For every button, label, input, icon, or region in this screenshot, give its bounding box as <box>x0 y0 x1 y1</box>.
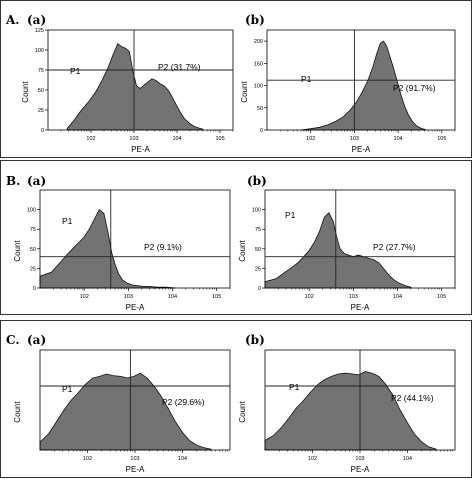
y-tick-label: 0 <box>41 128 44 134</box>
y-tick-label: 25 <box>255 266 261 272</box>
gate-label-p1: P1 <box>285 210 296 220</box>
y-tick-label: 0 <box>33 286 36 292</box>
x-tick-label: 105 <box>212 294 221 300</box>
y-tick-label: 100 <box>35 48 44 54</box>
gate-label-p2: P2 (29.6%) <box>162 397 205 407</box>
x-tick-label: 104 <box>168 294 177 300</box>
x-tick-label: 104 <box>394 136 403 142</box>
x-tick-label: 103 <box>124 294 133 300</box>
histogram-area <box>39 208 177 289</box>
x-axis-label: PE-A <box>126 303 145 312</box>
x-tick-label: 103 <box>349 294 358 300</box>
x-tick-label: 102 <box>308 456 317 462</box>
gate-label-p2: P2 (9.1%) <box>144 242 182 252</box>
row-label: C. <box>6 333 20 347</box>
histogram-area <box>66 42 204 131</box>
y-tick-label: 200 <box>254 39 263 45</box>
x-axis-label: PE-A <box>352 145 371 154</box>
gate-label-p2: P2 (91.7%) <box>393 83 436 93</box>
y-tick-label: 75 <box>30 227 36 233</box>
y-axis-label: Count <box>238 401 247 423</box>
y-axis-label: Count <box>238 240 247 262</box>
x-tick-label: 105 <box>437 136 446 142</box>
y-tick-label: 100 <box>252 208 261 214</box>
x-tick-label: 103 <box>355 456 364 462</box>
y-tick-label: 125 <box>35 28 44 34</box>
x-axis-label: PE-A <box>351 465 370 474</box>
x-tick-label: 103 <box>129 136 138 142</box>
y-axis-label: Count <box>13 401 22 423</box>
row-label: B. <box>6 174 21 188</box>
panel-label: (a) <box>27 13 47 27</box>
x-tick-label: 103 <box>350 136 359 142</box>
y-tick-label: 50 <box>38 88 44 94</box>
x-tick-label: 104 <box>172 136 181 142</box>
y-tick-label: 75 <box>255 227 261 233</box>
y-tick-label: 25 <box>30 266 36 272</box>
x-tick-label: 104 <box>403 456 412 462</box>
panel-label: (b) <box>245 13 265 27</box>
gate-label-p2: P2 (44.1%) <box>391 393 434 403</box>
gate-label-p1: P1 <box>70 66 81 76</box>
histogram-area <box>264 371 437 451</box>
x-tick-label: 103 <box>130 456 139 462</box>
row-label: A. <box>6 13 20 27</box>
x-axis-label: PE-A <box>351 303 370 312</box>
y-axis-label: Count <box>240 81 249 103</box>
x-tick-label: 105 <box>215 136 224 142</box>
x-tick-label: 105 <box>437 294 446 300</box>
y-axis-label: Count <box>13 240 22 262</box>
panel-label: (b) <box>247 174 267 188</box>
panel-label: (b) <box>245 333 265 347</box>
panel-label: (a) <box>27 174 47 188</box>
y-tick-label: 0 <box>258 286 261 292</box>
x-axis-label: PE-A <box>126 465 145 474</box>
gate-label-p2: P2 (27.7%) <box>373 242 416 252</box>
panel-label: (a) <box>27 333 47 347</box>
x-tick-label: 102 <box>86 136 95 142</box>
x-tick-label: 102 <box>306 136 315 142</box>
y-tick-label: 50 <box>257 106 263 112</box>
y-tick-label: 100 <box>27 208 36 214</box>
y-tick-label: 75 <box>38 68 44 74</box>
gate-label-p2: P2 (31.7%) <box>158 62 201 72</box>
histogram-area <box>264 212 412 289</box>
x-tick-label: 102 <box>80 294 89 300</box>
plot-area <box>39 189 231 289</box>
y-tick-label: 150 <box>254 61 263 67</box>
y-tick-label: 25 <box>38 108 44 114</box>
x-tick-label: 102 <box>83 456 92 462</box>
x-tick-label: 104 <box>178 456 187 462</box>
plot-area <box>264 189 456 289</box>
histogram-area <box>300 40 426 131</box>
gate-label-p1: P1 <box>301 74 312 84</box>
y-tick-label: 0 <box>260 128 263 134</box>
x-tick-label: 104 <box>393 294 402 300</box>
y-tick-label: 50 <box>30 247 36 253</box>
y-tick-label: 50 <box>255 247 261 253</box>
plot-area <box>47 29 234 131</box>
y-axis-label: Count <box>21 81 30 103</box>
y-tick-label: 100 <box>254 84 263 90</box>
x-tick-label: 102 <box>305 294 314 300</box>
gate-label-p1: P1 <box>289 382 300 392</box>
gate-label-p1: P1 <box>62 216 73 226</box>
gate-label-p1: P1 <box>62 384 73 394</box>
x-axis-label: PE-A <box>131 145 150 154</box>
